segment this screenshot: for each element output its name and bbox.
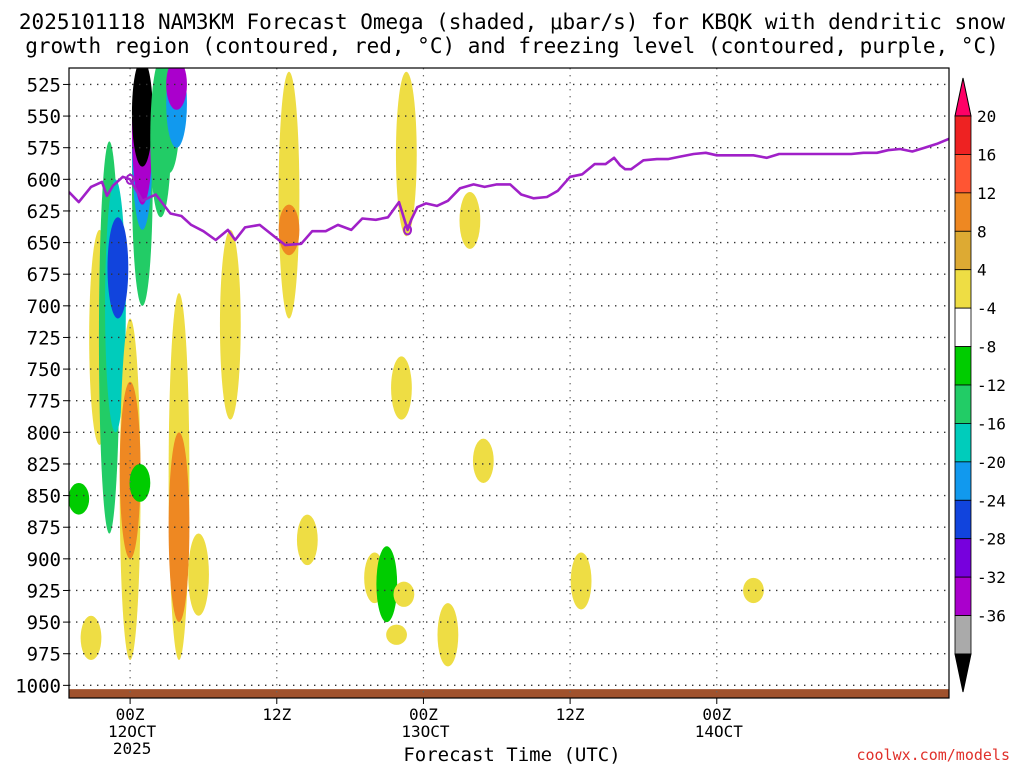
- y-tick-label: 625: [27, 201, 61, 223]
- y-tick-label: 525: [27, 74, 61, 96]
- site-credit: coolwx.com/models: [856, 746, 1010, 764]
- x-tick-label: 12Z: [262, 705, 291, 724]
- omega-cell: [393, 581, 415, 607]
- grid-lines: [69, 68, 949, 698]
- omega-cell: [166, 68, 187, 110]
- colorbar-swatch: [954, 154, 972, 194]
- colorbar-swatch: [954, 576, 972, 616]
- colorbar-label: -28: [977, 530, 1006, 549]
- omega-cell: [376, 546, 398, 623]
- y-tick-label: 1000: [15, 675, 61, 697]
- y-tick-label: 875: [27, 517, 61, 539]
- colorbar-label: 4: [977, 261, 987, 280]
- y-tick-label: 600: [27, 169, 61, 191]
- y-tick-label: 675: [27, 264, 61, 286]
- colorbar-label: 16: [977, 145, 996, 164]
- colorbar-swatch: [954, 346, 972, 386]
- plot-frame: [68, 67, 950, 699]
- x-tick-label: 00Z: [116, 705, 145, 724]
- omega-cell: [391, 356, 412, 420]
- x-tick-sublabel: 14OCT: [695, 722, 744, 741]
- colorbar-swatch: [954, 192, 972, 232]
- colorbar-label: 20: [977, 107, 996, 126]
- colorbar-swatch: [954, 384, 972, 424]
- colorbar-label: -20: [977, 453, 1006, 472]
- x-axis-title: Forecast Time (UTC): [403, 744, 621, 766]
- y-axis: 525 550 575 600 625 650 675 700 725 750 775 800 825 8…: [15, 74, 69, 697]
- colorbar-swatch: [954, 269, 972, 309]
- y-tick-label: 775: [27, 391, 61, 413]
- colorbar-swatch: [954, 115, 972, 155]
- omega-cell: [129, 463, 151, 502]
- omega-shading: [69, 68, 764, 667]
- colorbar-label: -8: [977, 338, 996, 357]
- colorbar-swatch: [954, 230, 972, 271]
- y-tick-label: 750: [27, 359, 61, 381]
- colorbar-swatch: [954, 499, 972, 540]
- colorbar-swatch: [954, 615, 972, 655]
- colorbar-label: -4: [977, 299, 996, 318]
- colorbar-label: 12: [977, 184, 996, 203]
- omega-cell: [119, 381, 141, 559]
- colorbar-top-triangle: [954, 77, 972, 117]
- colorbar-label: -32: [977, 568, 1006, 587]
- y-tick-label: 950: [27, 612, 61, 634]
- colorbar-swatch: [954, 538, 972, 578]
- omega-cell: [131, 68, 153, 167]
- omega-cell: [459, 191, 481, 249]
- colorbar-label: -36: [977, 607, 1006, 626]
- omega-cell: [386, 624, 407, 645]
- y-tick-label: 850: [27, 486, 61, 508]
- terrain-band: [69, 689, 949, 698]
- colorbar-label: -16: [977, 414, 1006, 433]
- y-tick-label: 825: [27, 454, 61, 476]
- y-tick-label: 925: [27, 580, 61, 602]
- omega-cell: [296, 514, 318, 566]
- omega-cell: [570, 552, 592, 610]
- y-tick-label: 975: [27, 644, 61, 666]
- colorbar: 20 16 12 8 4 -4 -8 -12 -16 -20 -24 -28 -32 -36: [954, 77, 1006, 693]
- x-tick-sublabel: 2025: [113, 739, 152, 758]
- terrain-fill: [69, 689, 949, 698]
- omega-cell: [278, 204, 300, 256]
- freezing-level-loop: [125, 173, 135, 185]
- colorbar-bottom-triangle: [954, 653, 972, 693]
- y-tick-label: 650: [27, 233, 61, 255]
- colorbar-swatch: [954, 423, 972, 463]
- colorbar-label: 8: [977, 222, 987, 241]
- omega-cell: [80, 615, 102, 661]
- x-tick-sublabel: 13OCT: [401, 722, 450, 741]
- y-tick-label: 800: [27, 422, 61, 444]
- y-tick-label: 700: [27, 296, 61, 318]
- omega-cell: [219, 229, 241, 420]
- chart-title-line2: growth region (contoured, red, °C) and f…: [25, 34, 999, 58]
- y-tick-label: 575: [27, 138, 61, 160]
- omega-cell: [69, 482, 90, 515]
- colorbar-swatch: [954, 461, 972, 501]
- chart-title-line1: 2025101118 NAM3KM Forecast Omega (shaded…: [18, 10, 1006, 34]
- omega-cell: [278, 71, 300, 319]
- omega-cell: [395, 71, 417, 237]
- x-tick-sublabel: 12OCT: [108, 722, 157, 741]
- omega-cell: [168, 432, 190, 623]
- omega-cell: [743, 577, 764, 604]
- omega-cell: [107, 217, 129, 319]
- freezing-level-loop: [403, 224, 413, 236]
- x-tick-label: 00Z: [702, 705, 731, 724]
- y-tick-label: 900: [27, 549, 61, 571]
- freezing-level-line: [69, 137, 949, 247]
- omega-cell: [437, 603, 459, 667]
- x-tick-label: 12Z: [556, 705, 585, 724]
- omega-cell: [188, 533, 209, 616]
- freezing-level-layer: [69, 137, 949, 247]
- colorbar-label: -24: [977, 491, 1006, 510]
- colorbar-label: -12: [977, 376, 1006, 395]
- y-tick-label: 550: [27, 106, 61, 128]
- y-tick-label: 725: [27, 327, 61, 349]
- omega-cell: [472, 438, 494, 483]
- x-tick-label: 00Z: [409, 705, 438, 724]
- colorbar-swatch: [954, 307, 972, 347]
